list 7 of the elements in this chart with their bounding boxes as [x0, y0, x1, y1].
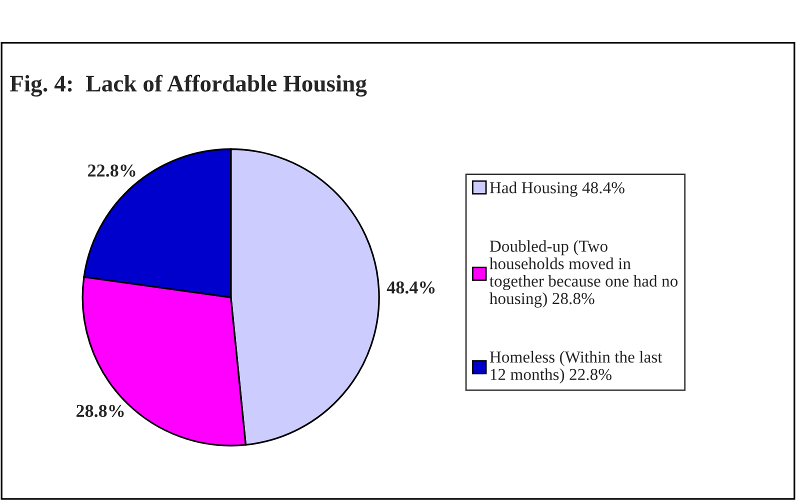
- legend-label: Had Housing 48.4%: [490, 182, 624, 197]
- data-label: 22.8%: [88, 164, 136, 177]
- data-label: 48.4%: [386, 281, 435, 294]
- chart-title: Fig. 4: Lack of Affordable Housing: [10, 74, 367, 97]
- data-label: 28.8%: [76, 404, 124, 418]
- legend-label: Doubled-up (Two households moved in together because one had no housing) 28.8%: [490, 240, 678, 308]
- legend-label: Homeless (Within the last 12 months) 22.8%: [490, 350, 662, 384]
